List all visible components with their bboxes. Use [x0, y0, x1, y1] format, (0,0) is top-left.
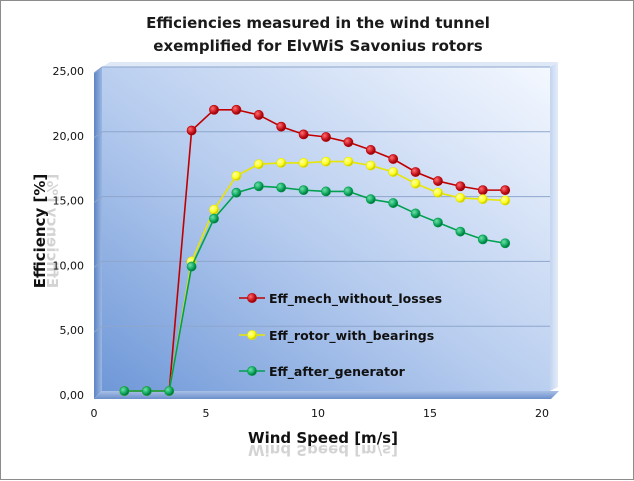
- data-point: [410, 167, 421, 177]
- gridline-y-wall: [93, 66, 103, 74]
- data-point: [276, 182, 287, 193]
- data-point: [253, 159, 264, 170]
- data-point: [410, 208, 421, 219]
- data-point: [276, 121, 287, 132]
- plot-back-wall: [102, 67, 550, 391]
- legend: Eff_mech_without_losses Eff_rotor_with_be…: [239, 291, 442, 380]
- chart-title-line-1: Efficiencies measured in the wind tunnel: [146, 14, 490, 32]
- y-axis-label-reflection: Efficiency [%]: [43, 174, 61, 289]
- x-axis-label-reflection: Wind Speed [m/s]: [248, 441, 398, 459]
- data-point: [455, 192, 466, 203]
- data-point: [321, 132, 331, 142]
- data-point: [209, 213, 219, 224]
- data-point: [388, 198, 399, 208]
- data-point: [164, 386, 175, 396]
- data-point: [231, 187, 242, 198]
- plot-left-wall: [94, 67, 102, 399]
- y-tick-label: 5,00: [60, 324, 85, 337]
- legend-item: Eff_mech_without_losses: [239, 291, 442, 307]
- data-point: [500, 195, 511, 206]
- data-point: [321, 186, 331, 197]
- plot-top-edge: [102, 62, 558, 67]
- x-tick-label: 0: [91, 407, 98, 420]
- y-tick-label: 15,00: [53, 195, 85, 208]
- data-point: [455, 226, 466, 237]
- x-tick-label: 10: [311, 407, 325, 420]
- data-point: [141, 386, 152, 396]
- data-point: [500, 238, 511, 249]
- data-point: [477, 185, 488, 196]
- data-point: [477, 234, 488, 245]
- plot-floor: [94, 391, 559, 399]
- x-tick-label: 5: [203, 407, 210, 420]
- data-point: [388, 154, 399, 164]
- data-point: [276, 158, 287, 168]
- y-axis-label: Efficiency [%]: [31, 174, 49, 289]
- data-point: [298, 185, 309, 196]
- legend-marker: [247, 366, 257, 376]
- gridline-y-wall: [93, 131, 103, 139]
- plot-area: [94, 62, 559, 399]
- data-point: [298, 158, 309, 168]
- data-point: [365, 194, 376, 205]
- legend-label: Eff_mech_without_losses: [269, 291, 442, 307]
- gridline-y-wall: [93, 260, 103, 268]
- x-axis-label: Wind Speed [m/s]: [248, 429, 398, 447]
- data-point: [455, 181, 466, 192]
- y-tick-label: 10,00: [53, 259, 85, 272]
- data-point: [365, 160, 376, 171]
- data-point: [209, 104, 219, 115]
- data-point: [231, 104, 242, 115]
- legend-label: Eff_after_generator: [269, 364, 406, 380]
- y-axis-ticks: 0,00 5,00 10,00 15,00 20,00 25,00: [53, 65, 85, 402]
- y-tick-label: 25,00: [53, 65, 85, 78]
- data-point: [433, 187, 443, 198]
- data-point: [343, 156, 354, 167]
- legend-label: Eff_rotor_with_bearings: [269, 328, 434, 344]
- legend-marker: [247, 293, 257, 303]
- data-point: [186, 261, 197, 272]
- y-tick-label: 20,00: [53, 130, 85, 143]
- data-point: [119, 386, 130, 396]
- data-series: [119, 104, 511, 396]
- data-point: [365, 145, 376, 155]
- data-point: [433, 217, 443, 228]
- data-point: [343, 137, 354, 148]
- data-point: [253, 181, 264, 192]
- data-point: [477, 194, 488, 205]
- legend-marker: [247, 330, 257, 340]
- data-point: [388, 167, 399, 177]
- data-point: [186, 125, 197, 136]
- plot-right-wall: [550, 62, 558, 391]
- x-tick-label: 20: [535, 407, 549, 420]
- data-point: [231, 170, 242, 181]
- y-tick-label: 0,00: [60, 389, 85, 402]
- data-point: [253, 110, 264, 120]
- data-point: [410, 178, 421, 189]
- x-axis-ticks: 0 5 10 15 20: [91, 407, 550, 420]
- series-Eff_after_generator: [119, 181, 511, 396]
- data-point: [298, 129, 309, 140]
- data-point: [433, 176, 443, 186]
- gridline-y-wall: [93, 196, 103, 204]
- gridlines: [93, 66, 550, 333]
- legend-item: Eff_rotor_with_bearings: [239, 328, 434, 344]
- chart-title-line-2: exemplified for ElvWiS Savonius rotors: [153, 37, 482, 55]
- x-tick-label: 15: [423, 407, 437, 420]
- data-point: [209, 204, 219, 215]
- legend-item: Eff_after_generator: [239, 364, 406, 380]
- gridline-y-wall: [93, 325, 103, 333]
- data-point: [500, 185, 511, 196]
- data-point: [343, 186, 354, 197]
- data-point: [321, 156, 331, 167]
